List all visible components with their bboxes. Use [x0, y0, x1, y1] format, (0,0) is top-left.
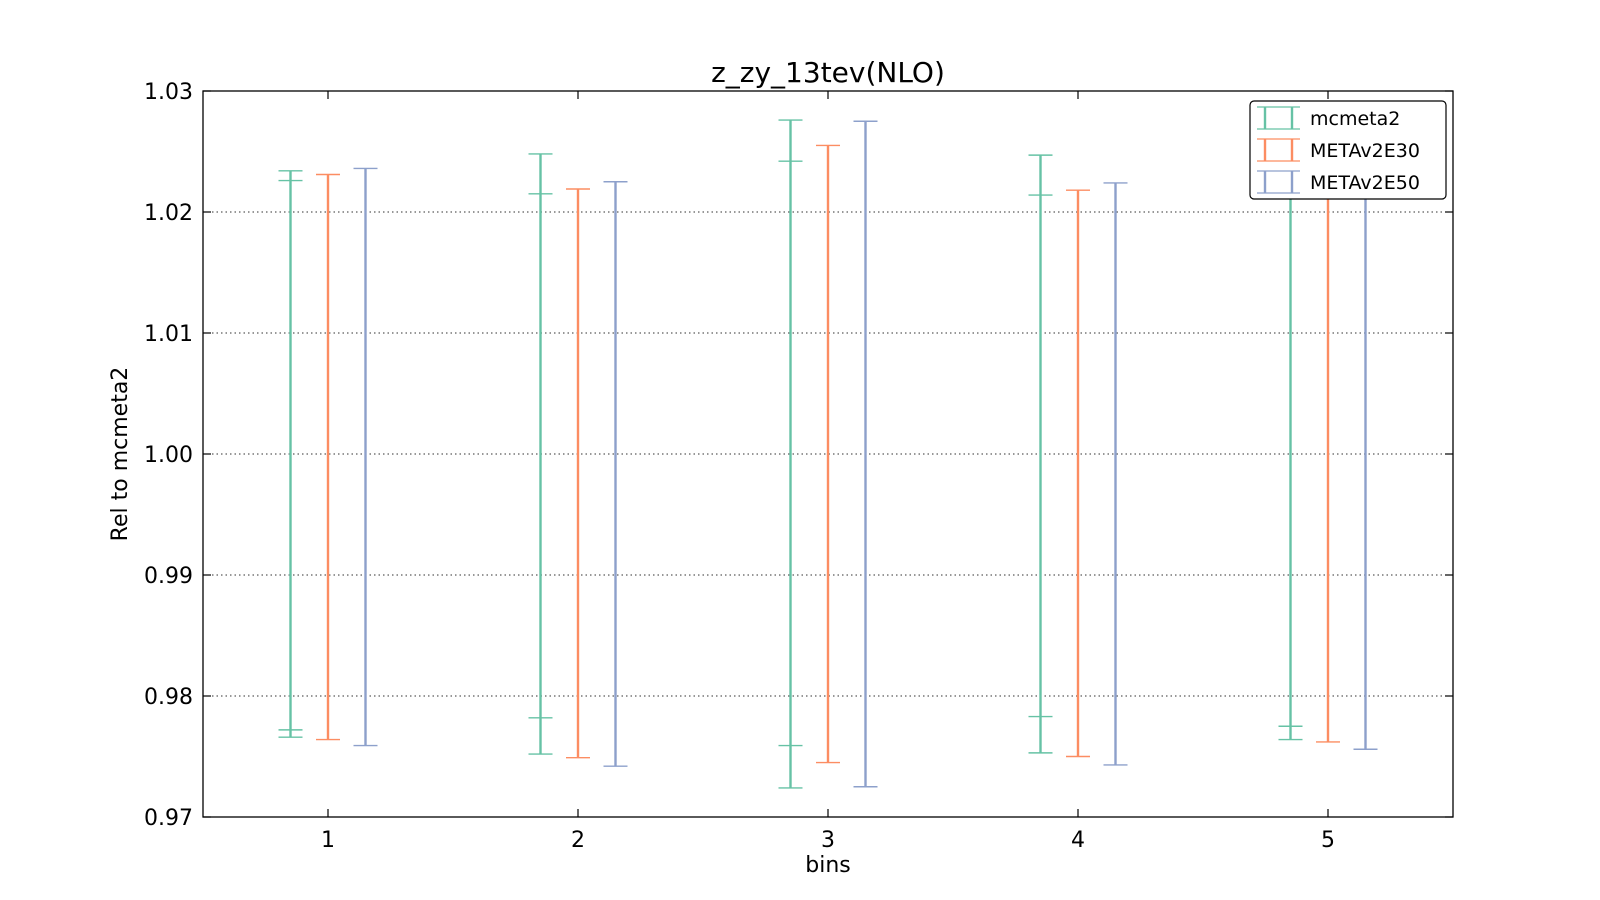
y-tick-label: 1.02 — [144, 201, 193, 226]
y-axis-label: Rel to mcmeta2 — [108, 367, 133, 542]
y-tick-label: 0.98 — [144, 685, 193, 710]
legend: mcmeta2 METAv2E30 METAv2E50 — [1249, 100, 1447, 200]
error-bar — [816, 144, 840, 764]
error-bar — [1028, 154, 1053, 754]
error-bar — [353, 167, 378, 747]
y-tick-label: 1.01 — [144, 322, 193, 347]
x-tick-label: 2 — [571, 828, 585, 853]
y-tick-label: 1.03 — [144, 80, 193, 105]
error-bar — [603, 181, 628, 767]
legend-item: mcmeta2 — [1257, 106, 1400, 130]
error-bar — [316, 173, 340, 741]
error-bar — [566, 188, 590, 759]
y-tick-label: 0.97 — [144, 806, 193, 831]
legend-box — [1249, 100, 1447, 200]
axis-ticks: 0.97 0.98 0.99 1.00 1.01 1.02 1.03 1 2 3 4 5 — [144, 80, 1453, 853]
error-bar — [1066, 189, 1090, 758]
error-bar — [278, 170, 303, 738]
x-tick-label: 4 — [1071, 828, 1085, 853]
legend-item: METAv2E30 — [1257, 138, 1420, 162]
x-tick-label: 5 — [1321, 828, 1335, 853]
legend-label: METAv2E50 — [1310, 172, 1420, 194]
y-tick-label: 1.00 — [144, 443, 193, 468]
error-bar — [1103, 182, 1128, 766]
error-bar — [528, 153, 553, 755]
error-bars — [278, 119, 1378, 789]
error-bar — [1353, 165, 1378, 750]
error-bar — [778, 119, 803, 789]
y-tick-label: 0.99 — [144, 564, 193, 589]
error-bar — [1316, 178, 1340, 743]
x-axis-label: bins — [805, 853, 850, 878]
error-bar — [853, 120, 878, 788]
legend-item: METAv2E50 — [1257, 170, 1420, 194]
chart-title: z_zy_13tev(NLO) — [711, 56, 945, 89]
error-bar — [1278, 167, 1303, 741]
legend-label: METAv2E30 — [1310, 140, 1420, 162]
x-tick-label: 1 — [321, 828, 335, 853]
x-tick-label: 3 — [821, 828, 835, 853]
legend-label: mcmeta2 — [1310, 108, 1400, 130]
series-METAv2E50 — [353, 120, 1378, 788]
grid-lines — [203, 211, 1453, 697]
series-METAv2E30 — [316, 144, 1340, 764]
